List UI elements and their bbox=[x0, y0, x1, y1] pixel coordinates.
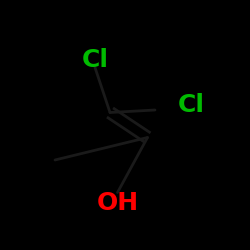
Text: OH: OH bbox=[96, 190, 138, 214]
Text: Cl: Cl bbox=[82, 48, 108, 72]
Text: Cl: Cl bbox=[178, 93, 204, 117]
